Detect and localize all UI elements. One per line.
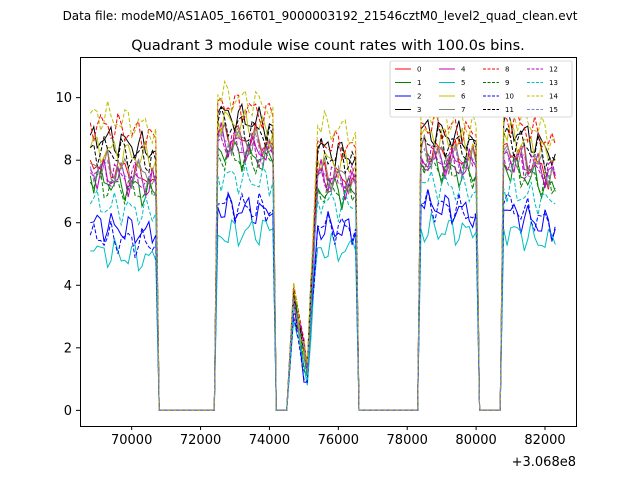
legend-label-8: 8 bbox=[505, 66, 509, 74]
series-line-6 bbox=[89, 108, 556, 411]
series-line-2 bbox=[90, 189, 556, 411]
series-line-10 bbox=[89, 189, 556, 411]
chart-suptitle: Data file: modeM0/AS1A05_166T01_90000031… bbox=[63, 9, 578, 23]
legend-label-2: 2 bbox=[417, 93, 421, 101]
series-line-9 bbox=[89, 141, 556, 411]
series-line-1 bbox=[89, 140, 556, 411]
series-line-11 bbox=[89, 106, 556, 411]
plot-area bbox=[89, 79, 556, 411]
legend-label-6: 6 bbox=[461, 93, 466, 101]
legend-label-12: 12 bbox=[549, 66, 558, 74]
plot-frame bbox=[80, 57, 577, 427]
legend-label-14: 14 bbox=[549, 93, 558, 101]
y-tick-label: 0 bbox=[64, 404, 72, 419]
legend-label-1: 1 bbox=[417, 79, 421, 87]
y-tick-label: 4 bbox=[64, 279, 72, 294]
series-line-5 bbox=[90, 212, 556, 411]
x-offset-label: +3.068e8 bbox=[512, 455, 576, 470]
x-tick-label: 70000 bbox=[111, 433, 152, 448]
legend-label-15: 15 bbox=[549, 106, 558, 114]
legend-label-11: 11 bbox=[505, 106, 514, 114]
y-tick-label: 6 bbox=[64, 216, 72, 231]
legend-label-9: 9 bbox=[505, 79, 509, 87]
legend-label-7: 7 bbox=[461, 106, 465, 114]
x-axis: 70000 72000 74000 76000 78000 80000 82000 bbox=[111, 426, 566, 448]
legend-label-3: 3 bbox=[417, 106, 421, 114]
y-tick-label: 2 bbox=[64, 341, 72, 356]
x-tick-label: 80000 bbox=[455, 433, 496, 448]
x-tick-label: 72000 bbox=[180, 433, 221, 448]
chart-title: Quadrant 3 module wise count rates with … bbox=[131, 38, 525, 54]
legend-label-10: 10 bbox=[505, 93, 514, 101]
legend-label-4: 4 bbox=[461, 66, 466, 74]
legend-label-0: 0 bbox=[417, 66, 421, 74]
y-tick-label: 10 bbox=[55, 91, 72, 106]
x-tick-label: 78000 bbox=[387, 433, 428, 448]
legend-label-5: 5 bbox=[461, 79, 465, 87]
x-tick-label: 76000 bbox=[318, 433, 359, 448]
legend-label-13: 13 bbox=[549, 79, 558, 87]
series-line-15 bbox=[89, 125, 556, 411]
series-line-3 bbox=[89, 102, 556, 411]
x-tick-label: 82000 bbox=[524, 433, 565, 448]
x-tick-label: 74000 bbox=[249, 433, 290, 448]
y-axis: 0 2 4 6 8 10 bbox=[55, 91, 80, 419]
series-line-13 bbox=[89, 162, 556, 411]
series-line-14 bbox=[89, 79, 556, 411]
series-line-7 bbox=[90, 122, 556, 411]
y-tick-label: 8 bbox=[64, 154, 72, 169]
legend-frame bbox=[389, 60, 573, 118]
